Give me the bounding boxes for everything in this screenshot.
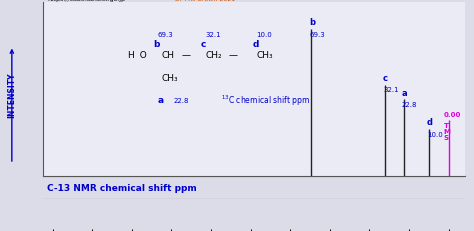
Text: 10.0: 10.0	[256, 32, 272, 38]
Text: https://sdbs.db.aist.go.jp: https://sdbs.db.aist.go.jp	[47, 0, 126, 2]
Text: b: b	[154, 40, 160, 49]
Text: INTENSITY: INTENSITY	[8, 73, 16, 118]
Text: 22.8: 22.8	[173, 98, 189, 104]
Text: CH: CH	[162, 51, 174, 60]
Text: c: c	[383, 74, 388, 83]
Text: b: b	[310, 18, 315, 27]
Text: 69.3: 69.3	[310, 32, 325, 38]
Text: —: —	[181, 51, 190, 60]
Text: H: H	[127, 51, 134, 60]
Text: 10.0: 10.0	[427, 131, 443, 137]
Text: $^{13}$C chemical shift ppm: $^{13}$C chemical shift ppm	[221, 94, 310, 108]
Text: Dr Phil Brown 2021: Dr Phil Brown 2021	[175, 0, 236, 2]
Text: 0.00: 0.00	[444, 112, 461, 118]
Text: CH₃: CH₃	[162, 74, 178, 83]
Text: 22.8: 22.8	[401, 102, 417, 108]
Text: —: —	[229, 51, 238, 60]
Text: c: c	[201, 40, 207, 49]
Text: d: d	[427, 118, 433, 127]
Text: d: d	[253, 40, 259, 49]
Text: 32.1: 32.1	[383, 88, 399, 94]
Text: 69.3: 69.3	[157, 32, 173, 38]
Text: CH₃: CH₃	[256, 51, 273, 60]
Text: 32.1: 32.1	[205, 32, 221, 38]
Text: O: O	[134, 51, 146, 60]
Text: C-13 NMR chemical shift ppm: C-13 NMR chemical shift ppm	[47, 184, 197, 193]
Text: T
M
S: T M S	[444, 123, 451, 141]
Text: CH₂: CH₂	[205, 51, 222, 60]
Text: a: a	[157, 96, 164, 105]
Text: a: a	[401, 89, 407, 98]
